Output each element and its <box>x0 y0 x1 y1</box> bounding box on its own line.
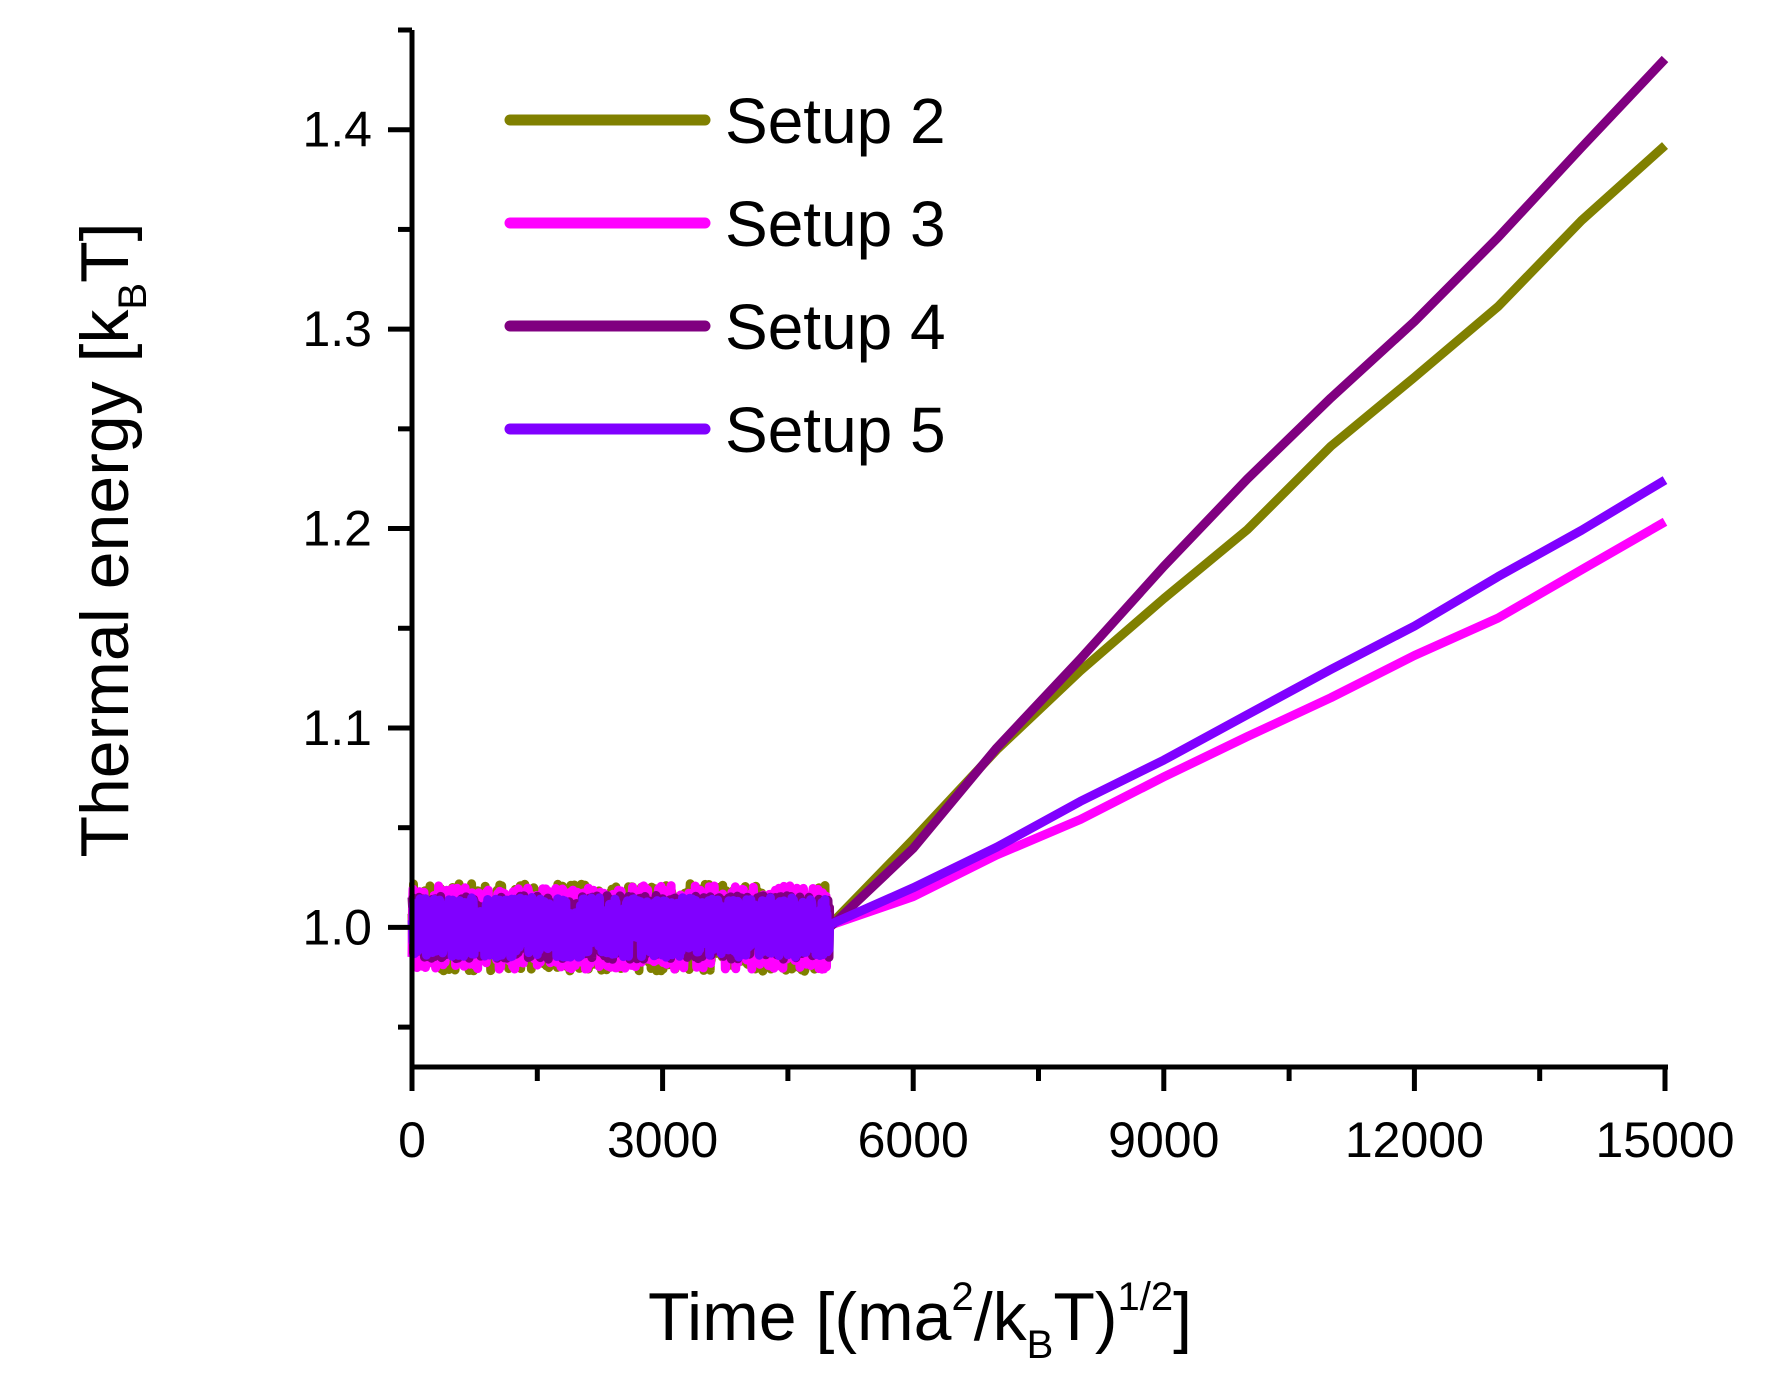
x-tick-label: 15000 <box>1595 1112 1734 1168</box>
legend-label-setup-2: Setup 2 <box>725 85 946 157</box>
x-tick-label: 3000 <box>607 1112 718 1168</box>
x-tick-label: 6000 <box>858 1112 969 1168</box>
y-tick-label: 1.4 <box>302 102 372 158</box>
y-tick-label: 1.2 <box>302 501 372 557</box>
x-axis-label: Time [(ma2/kBT)1/2] <box>648 1275 1192 1367</box>
ticks: 0 3000 6000 9000 12000 15000 1.0 1.1 1.2 1.3 1.4 <box>302 27 1735 1168</box>
series-line-setup-2 <box>407 142 1669 976</box>
y-axis-label: Thermal energy [kBT] <box>67 222 155 857</box>
y-tick-label: 1.1 <box>302 700 372 756</box>
y-tick-label: 1.0 <box>302 899 372 955</box>
legend-label-setup-5: Setup 5 <box>725 394 946 466</box>
x-tick-label: 12000 <box>1345 1112 1484 1168</box>
x-tick-label: 9000 <box>1108 1112 1219 1168</box>
plot-area <box>407 55 1669 976</box>
legend-label-setup-4: Setup 4 <box>725 291 946 363</box>
x-tick-label: 0 <box>398 1112 426 1168</box>
series-line-setup-5 <box>407 476 1668 962</box>
legend-label-setup-3: Setup 3 <box>725 188 946 260</box>
legend: Setup 2 Setup 3 Setup 4 Setup 5 <box>504 85 946 466</box>
y-tick-label: 1.3 <box>302 301 372 357</box>
